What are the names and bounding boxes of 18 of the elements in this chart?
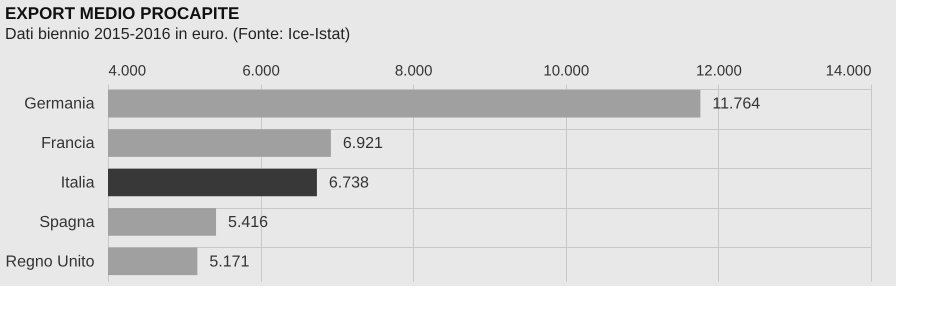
x-tick-label: 8.000 xyxy=(394,62,432,80)
y-tick-label: Francia xyxy=(41,135,95,152)
x-tick-label: 10.000 xyxy=(543,62,590,80)
chart-subtitle: Dati biennio 2015-2016 in euro. (Fonte: Ice-Istat) xyxy=(5,26,350,43)
y-tick-label: Spagna xyxy=(39,214,95,231)
data-label: 6.738 xyxy=(328,174,370,192)
data-label: 5.416 xyxy=(228,214,268,231)
x-tick-label: 6.000 xyxy=(242,62,280,80)
data-label: 11.764 xyxy=(712,96,760,113)
y-tick-label: Germania xyxy=(24,96,95,113)
data-label: 5.171 xyxy=(209,253,250,270)
data-label: 6.921 xyxy=(342,135,384,152)
x-tick-label: 12.000 xyxy=(696,62,742,80)
x-tick-label: 4.000 xyxy=(108,62,146,80)
y-tick-label: Italia xyxy=(60,174,95,192)
y-tick-label: Regno Unito xyxy=(6,253,95,270)
x-tick-label: 14.000 xyxy=(826,62,872,80)
chart-title: EXPORT MEDIO PROCAPITE xyxy=(5,4,240,23)
